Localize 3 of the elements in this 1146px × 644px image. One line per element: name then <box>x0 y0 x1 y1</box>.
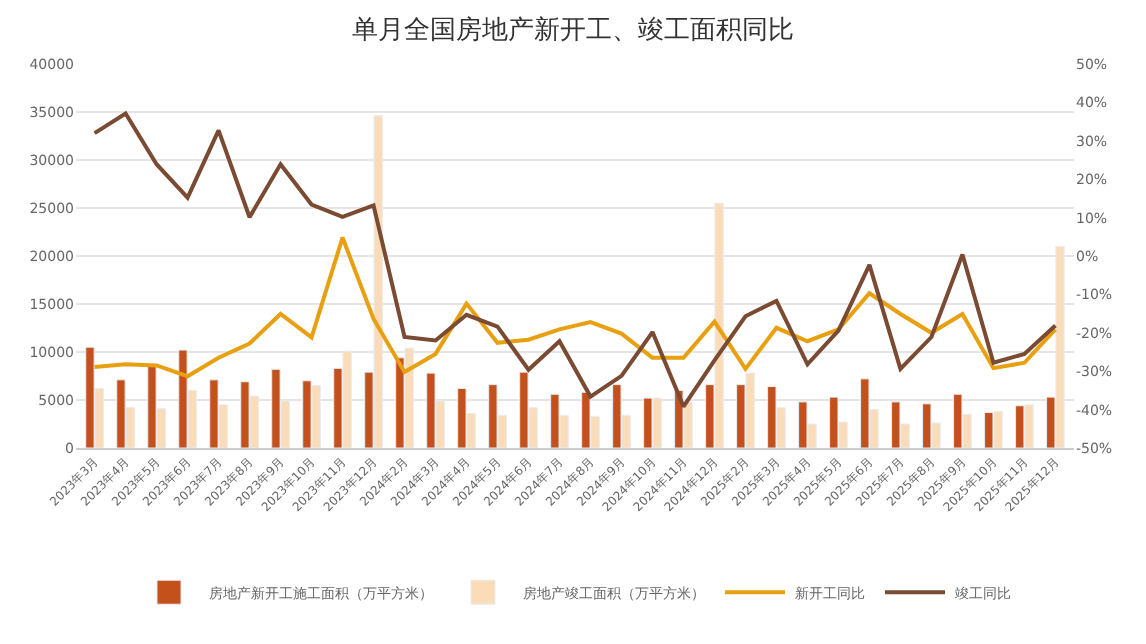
line-series <box>92 235 1058 379</box>
chart-title: 单月全国房地产新开工、竣工面积同比 <box>352 13 794 46</box>
line-series <box>92 111 1058 409</box>
